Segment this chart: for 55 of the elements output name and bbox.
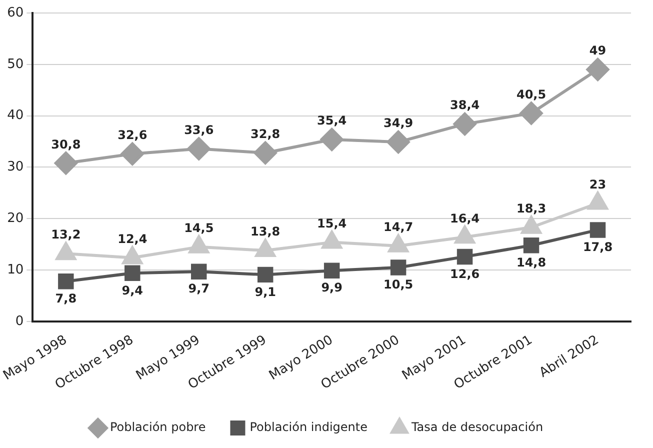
y-tick-label: 60	[7, 5, 24, 20]
point	[456, 248, 473, 265]
data-label: 15,4	[317, 216, 347, 230]
point	[54, 152, 78, 175]
data-label: 18,3	[516, 202, 546, 216]
point	[324, 262, 340, 278]
y-tick-label: 20	[7, 211, 24, 226]
point	[590, 222, 606, 238]
point	[320, 128, 344, 151]
data-label: 10,5	[384, 278, 414, 292]
y-tick-label: 0	[15, 314, 24, 329]
point	[58, 274, 74, 290]
data-label: 40,5	[516, 87, 546, 102]
y-tick-label: 10	[7, 262, 24, 278]
data-label: 33,6	[184, 122, 214, 137]
point	[386, 130, 410, 154]
legend-label: Población pobre	[110, 420, 206, 434]
y-tick-label: 50	[7, 56, 24, 72]
point	[187, 137, 210, 160]
data-label: 38,4	[450, 98, 480, 112]
data-label: 14,8	[516, 256, 546, 270]
data-label: 12,4	[118, 232, 148, 246]
data-label: 16,4	[450, 211, 480, 226]
data-label: 13,2	[51, 228, 81, 242]
point	[191, 264, 207, 280]
data-label: 49	[589, 44, 606, 58]
data-label: 35,4	[317, 114, 347, 128]
data-label: 9,9	[321, 280, 342, 295]
point	[254, 141, 277, 164]
data-label: 12,6	[450, 266, 480, 281]
data-label: 14,7	[384, 220, 414, 234]
point	[120, 142, 144, 166]
data-label: 32,8	[250, 126, 280, 141]
data-label: 23	[589, 177, 606, 192]
point	[257, 266, 274, 283]
data-label: 32,6	[118, 128, 148, 142]
point	[520, 102, 543, 125]
y-tick-label: 40	[7, 108, 24, 124]
data-label: 34,9	[384, 116, 414, 130]
data-label: 17,8	[582, 240, 613, 254]
data-label: 14,5	[184, 221, 214, 236]
legend-label: Población indigente	[250, 420, 368, 434]
point	[124, 265, 140, 282]
data-label: 9,1	[254, 284, 276, 299]
data-label: 7,8	[55, 292, 77, 306]
data-label: 9,4	[122, 283, 144, 298]
point	[586, 58, 610, 82]
data-label: 9,7	[188, 282, 210, 296]
point	[523, 238, 540, 254]
data-label: 30,8	[51, 137, 81, 152]
point	[390, 260, 406, 276]
y-tick-label: 30	[7, 160, 24, 175]
point	[453, 112, 476, 136]
data-label: 13,8	[250, 224, 280, 239]
legend-label: Tasa de desocupación	[410, 420, 544, 434]
